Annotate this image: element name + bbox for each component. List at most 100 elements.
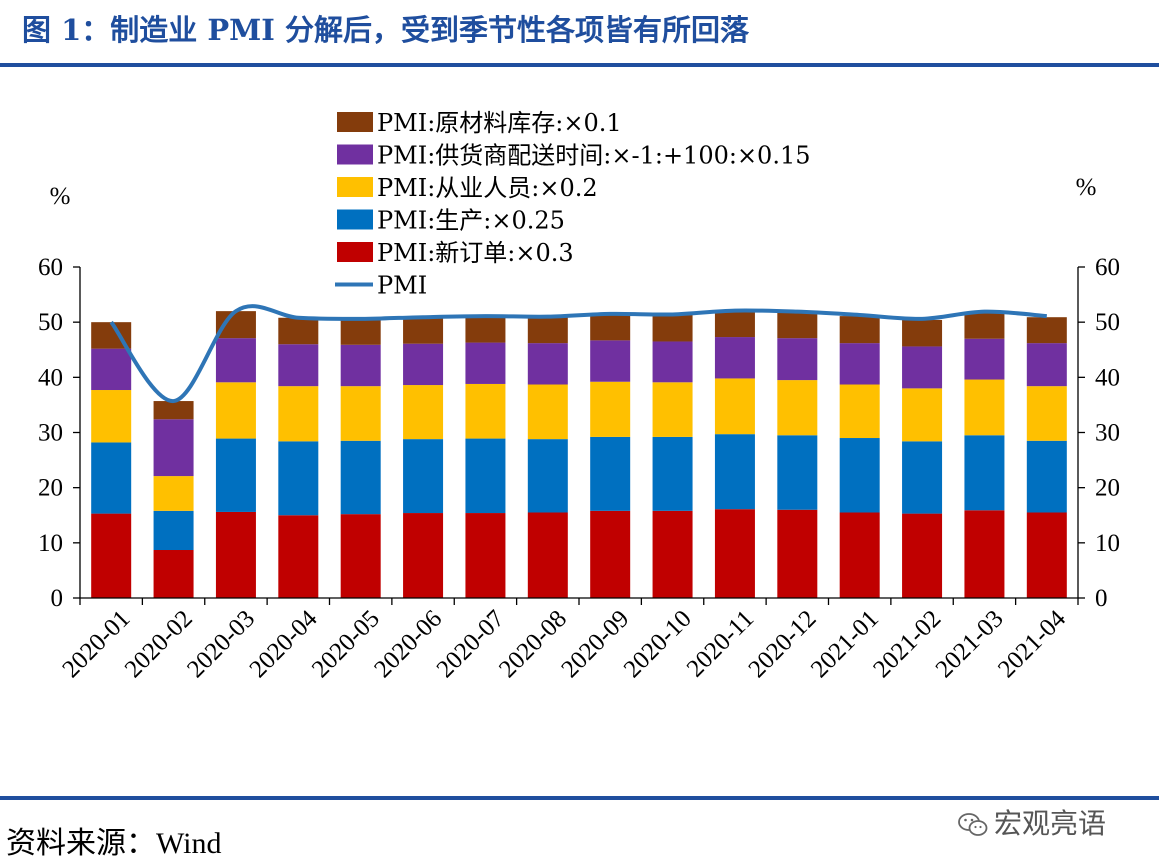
- y-tick-label-right-60: 60: [1095, 254, 1120, 281]
- bar-2020-11-series-1: [714, 434, 755, 510]
- x-tick-label-2020-02: 2020-02: [120, 605, 198, 683]
- header-rule: [0, 63, 1159, 67]
- bar-2020-08-series-4: [527, 316, 568, 344]
- x-tick-label-2020-10: 2020-10: [619, 605, 697, 683]
- x-tick-label-2021-02: 2021-02: [868, 605, 946, 683]
- bar-2020-03-series-0: [215, 511, 256, 598]
- bar-2020-11-series-0: [714, 509, 755, 598]
- bar-2020-08-series-1: [527, 439, 568, 513]
- bar-2021-02-series-1: [902, 441, 943, 514]
- source-note: 资料来源：Wind: [6, 827, 222, 860]
- bar-2021-01-series-1: [839, 438, 880, 513]
- bar-2020-04-series-4: [278, 317, 319, 345]
- bar-2021-01-series-2: [839, 384, 880, 439]
- bar-2020-11-series-4: [714, 310, 755, 338]
- bar-2020-06-series-1: [403, 439, 444, 514]
- bar-2021-03-series-0: [964, 510, 1005, 598]
- y-tick-label-right-30: 30: [1095, 420, 1120, 447]
- pmi-line: [109, 304, 1047, 404]
- bar-2021-04-series-2: [1026, 386, 1067, 441]
- legend-label-5: PMI: [377, 272, 427, 300]
- y-tick-label-left-40: 40: [38, 364, 63, 391]
- bar-2020-04-series-1: [278, 441, 319, 516]
- watermark-text: 宏观亮语: [994, 807, 1107, 840]
- bar-2020-07-series-4: [465, 316, 506, 343]
- bar-2020-05-series-4: [340, 318, 381, 345]
- bar-2020-11-series-2: [714, 378, 755, 435]
- y-unit-right: %: [1076, 174, 1097, 201]
- bar-2020-10-series-4: [652, 314, 693, 342]
- bar-2020-02-series-4: [153, 401, 194, 420]
- bar-2020-07-series-1: [465, 438, 506, 514]
- y-tick-label-right-10: 10: [1095, 530, 1120, 557]
- bar-2020-09-series-3: [590, 340, 631, 382]
- bar-2020-04-series-0: [278, 515, 319, 598]
- y-tick-label-left-10: 10: [38, 530, 63, 557]
- bar-2020-06-series-0: [403, 513, 444, 598]
- bar-2020-01-series-2: [91, 390, 132, 443]
- y-unit-left: %: [50, 183, 71, 210]
- bar-2020-07-series-3: [465, 342, 506, 384]
- x-tick-label-2021-03: 2021-03: [931, 605, 1009, 683]
- chart-title: 图 1：制造业 PMI 分解后，受到季节性各项皆有所回落: [22, 13, 749, 47]
- bar-2020-06-series-2: [403, 385, 444, 440]
- bar-2021-01-series-0: [839, 512, 880, 598]
- bar-2020-10-series-2: [652, 382, 693, 437]
- legend-label-0: PMI:原材料库存:×0.1: [377, 109, 622, 137]
- bar-2020-02-series-3: [153, 419, 194, 477]
- bar-2020-01-series-1: [91, 442, 132, 514]
- bar-2021-03-series-4: [964, 312, 1005, 339]
- legend-swatch-1: [337, 144, 373, 165]
- bar-2021-04-series-4: [1026, 317, 1067, 344]
- legend-swatch-0: [337, 112, 373, 132]
- legend-label-4: PMI:新订单:×0.3: [377, 239, 574, 267]
- legend-swatch-4: [337, 242, 373, 262]
- bar-2020-05-series-2: [340, 386, 381, 441]
- y-tick-label-right-20: 20: [1095, 475, 1120, 502]
- bar-2020-12-series-0: [777, 509, 818, 598]
- bar-2020-12-series-2: [777, 380, 818, 436]
- x-tick-label-2020-01: 2020-01: [57, 605, 135, 683]
- x-tick-label-2020-05: 2020-05: [307, 605, 385, 683]
- x-tick-label-2020-08: 2020-08: [494, 605, 572, 683]
- bar-2021-03-series-3: [964, 338, 1005, 380]
- x-tick-label-2020-12: 2020-12: [744, 605, 822, 683]
- x-tick-label-2021-04: 2021-04: [993, 605, 1071, 683]
- y-tick-label-left-0: 0: [51, 585, 64, 612]
- bar-2020-07-series-0: [465, 513, 506, 598]
- bar-2020-09-series-2: [590, 381, 631, 437]
- bar-2020-02-series-1: [153, 510, 194, 551]
- x-tick-label-2020-09: 2020-09: [556, 605, 634, 683]
- x-tick-label-2020-06: 2020-06: [369, 605, 447, 683]
- bar-2021-04-series-3: [1026, 343, 1067, 387]
- bar-2020-05-series-3: [340, 344, 381, 387]
- legend-swatch-2: [337, 177, 373, 197]
- bar-2020-04-series-3: [278, 344, 319, 387]
- bar-2020-03-series-3: [215, 338, 256, 383]
- y-tick-label-left-50: 50: [38, 309, 63, 336]
- watermark: 宏观亮语: [958, 802, 1106, 842]
- bar-2021-04-series-1: [1026, 440, 1067, 513]
- bar-2021-03-series-2: [964, 379, 1005, 436]
- bar-2020-05-series-0: [340, 514, 381, 598]
- bar-2020-06-series-3: [403, 343, 444, 386]
- legend-label-1: PMI:供货商配送时间:×-1:+100:×0.15: [377, 142, 811, 170]
- bar-2020-08-series-3: [527, 343, 568, 385]
- footer-rule: [0, 796, 1159, 800]
- bar-2020-10-series-1: [652, 436, 693, 511]
- bar-2020-12-series-4: [777, 311, 818, 339]
- bar-2020-10-series-0: [652, 510, 693, 598]
- x-tick-label-2020-04: 2020-04: [245, 605, 323, 683]
- bar-2021-02-series-3: [902, 346, 943, 389]
- bar-2021-02-series-4: [902, 319, 943, 347]
- y-tick-label-right-40: 40: [1095, 364, 1120, 391]
- bar-2020-09-series-4: [590, 313, 631, 341]
- bar-2020-05-series-1: [340, 440, 381, 515]
- bar-2021-01-series-3: [839, 343, 880, 385]
- bar-2020-11-series-3: [714, 337, 755, 379]
- bar-2020-09-series-0: [590, 510, 631, 598]
- bar-2020-01-series-0: [91, 513, 132, 598]
- x-tick-label-2021-01: 2021-01: [806, 605, 884, 683]
- bar-2020-02-series-2: [153, 476, 194, 511]
